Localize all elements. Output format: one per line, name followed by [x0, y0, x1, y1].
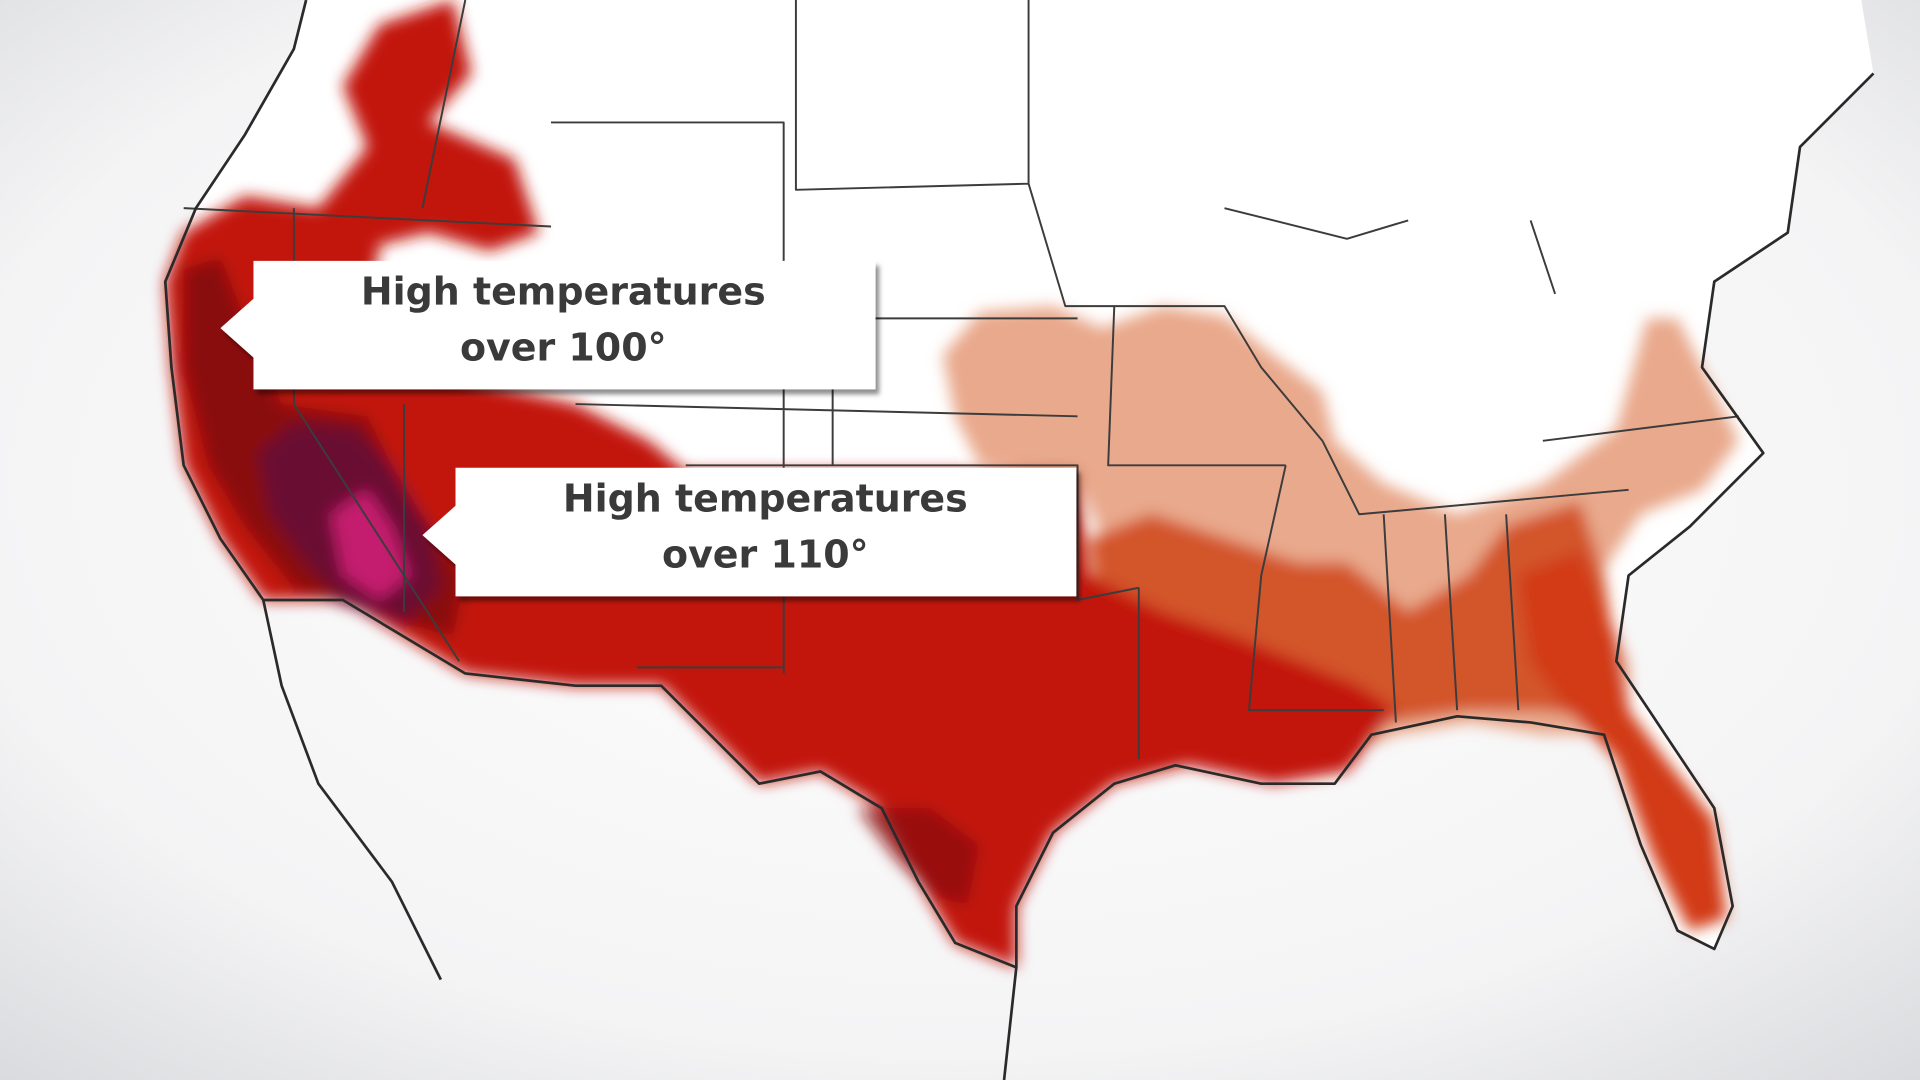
heat-magenta: [330, 489, 411, 600]
coastline: [163, 0, 1875, 1080]
heat-red-florida: [1518, 551, 1727, 931]
callout: [220, 260, 876, 390]
callout-box: [422, 467, 1077, 597]
callout: [422, 467, 1077, 597]
callout-box: [220, 260, 876, 390]
callout-text: High temperatures: [563, 476, 968, 520]
callout-text: over 100°: [460, 326, 667, 370]
heat-dark-texas: [857, 808, 980, 907]
callout-text: High temperatures: [361, 269, 766, 313]
callout-text: over 110°: [662, 533, 869, 577]
